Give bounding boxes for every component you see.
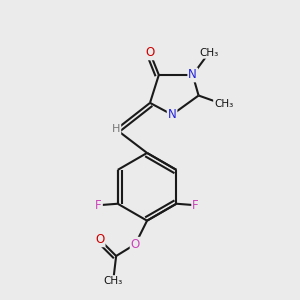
Text: N: N — [168, 108, 176, 121]
Text: CH₃: CH₃ — [103, 276, 123, 286]
Text: CH₃: CH₃ — [199, 48, 218, 58]
Text: O: O — [131, 238, 140, 251]
Text: CH₃: CH₃ — [214, 99, 233, 110]
Text: N: N — [188, 68, 197, 81]
Text: O: O — [95, 233, 105, 246]
Text: F: F — [192, 199, 199, 212]
Text: O: O — [146, 46, 154, 59]
Text: H: H — [112, 124, 120, 134]
Text: F: F — [95, 199, 102, 212]
